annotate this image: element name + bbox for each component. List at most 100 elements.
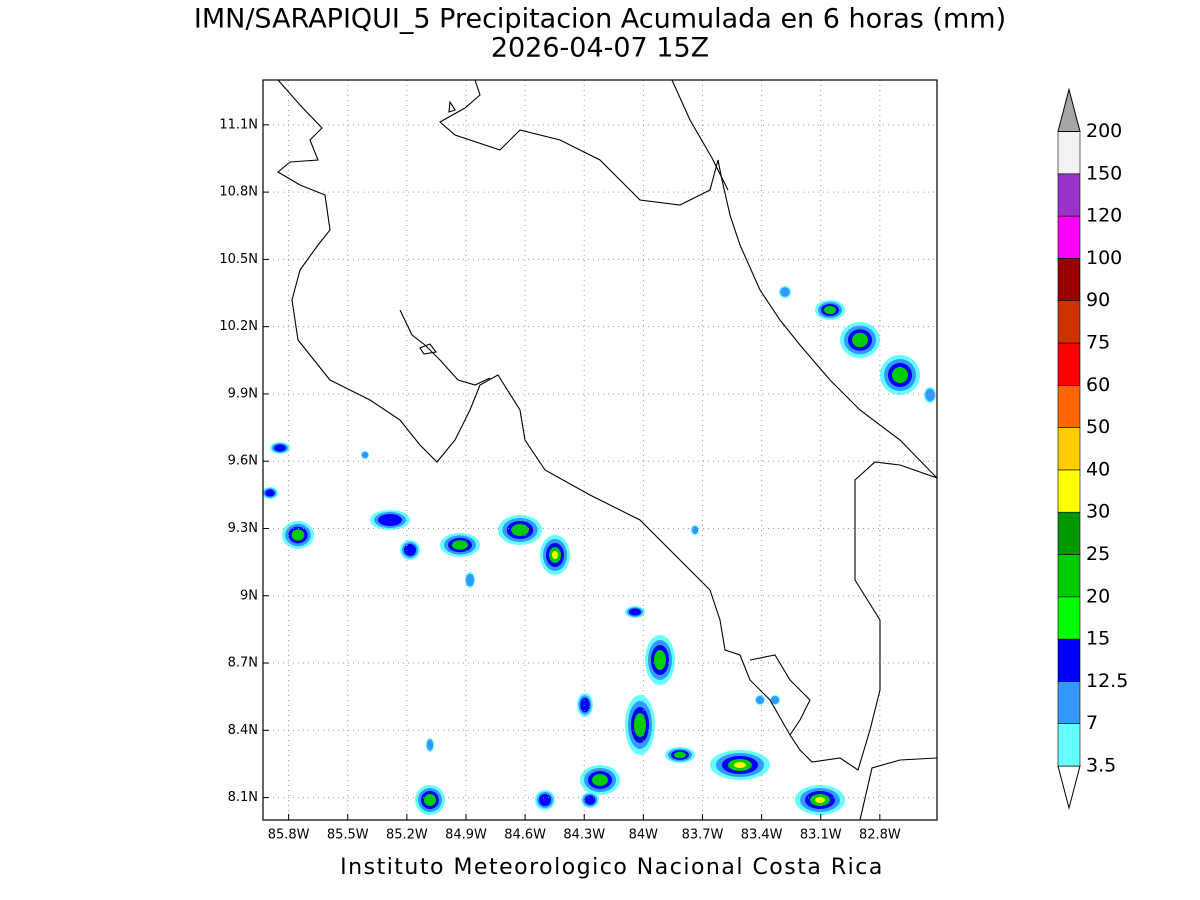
rain-area bbox=[734, 762, 746, 768]
colorbar-label: 120 bbox=[1086, 205, 1122, 227]
colorbar-label: 12.5 bbox=[1086, 670, 1128, 692]
colorbar-label: 3.5 bbox=[1086, 755, 1116, 777]
y-tick-label: 11.1N bbox=[219, 117, 258, 132]
x-tick-label: 84.9W bbox=[445, 828, 487, 843]
rain-area bbox=[634, 713, 646, 737]
rain-area bbox=[511, 524, 529, 536]
footer: Instituto Meteorologico Nacional Costa R… bbox=[340, 855, 884, 880]
colorbar-label: 75 bbox=[1086, 332, 1110, 354]
rain-area bbox=[771, 696, 779, 704]
colorbar-segment bbox=[1057, 554, 1081, 598]
colorbar-segment bbox=[1057, 258, 1081, 301]
rain-area bbox=[265, 489, 275, 497]
rain-area bbox=[756, 696, 764, 704]
rain-area bbox=[452, 540, 468, 550]
panama-coast bbox=[859, 757, 937, 820]
coastlines bbox=[277, 80, 937, 820]
y-tick-label: 10.5N bbox=[219, 252, 258, 267]
rain-area bbox=[691, 526, 699, 534]
rain-area bbox=[426, 739, 434, 751]
x-tick-label: 84.6W bbox=[504, 828, 546, 843]
title: IMN/SARAPIQUI_5 Precipitacion Acumulada … bbox=[194, 4, 1006, 35]
map-frame bbox=[262, 79, 938, 821]
y-tick-label: 8.1N bbox=[228, 790, 258, 805]
rain-area bbox=[780, 287, 790, 297]
subtitle: 2026-04-07 15Z bbox=[491, 33, 709, 64]
x-tick-label: 84.3W bbox=[563, 828, 605, 843]
colorbar-segment bbox=[1057, 300, 1081, 344]
colorbar-low-arrow bbox=[1057, 765, 1081, 810]
x-tick-label: 85.5W bbox=[327, 828, 369, 843]
rain-area bbox=[378, 514, 402, 526]
colorbar-high-arrow bbox=[1057, 87, 1081, 132]
x-tick-label: 84W bbox=[629, 828, 659, 843]
colorbar-segment bbox=[1057, 469, 1081, 513]
nicoya-gulf bbox=[399, 309, 491, 386]
y-tick-label: 10.8N bbox=[219, 185, 258, 200]
lake-island bbox=[448, 100, 456, 113]
rain-area bbox=[274, 444, 286, 452]
x-tick-label: 85.8W bbox=[268, 828, 310, 843]
colorbar-segment bbox=[1057, 384, 1081, 428]
rain-area bbox=[674, 751, 686, 759]
colorbar-segment bbox=[1057, 596, 1081, 640]
rain-area bbox=[654, 650, 666, 670]
colorbar-label: 150 bbox=[1086, 162, 1122, 184]
colorbar-label: 7 bbox=[1086, 712, 1098, 734]
y-tick-label: 8.4N bbox=[228, 723, 258, 738]
colorbar-label: 20 bbox=[1086, 585, 1110, 607]
osa-peninsula bbox=[749, 654, 811, 736]
x-tick-label: 82.8W bbox=[859, 828, 901, 843]
rain-area bbox=[925, 388, 935, 402]
rain-area bbox=[404, 544, 416, 556]
grid bbox=[263, 80, 937, 820]
y-tick-label: 9.6N bbox=[228, 454, 258, 469]
colorbar-segment bbox=[1057, 215, 1081, 259]
x-tick-label: 83.4W bbox=[741, 828, 783, 843]
colorbar-segment bbox=[1057, 173, 1081, 217]
precipitation-field bbox=[263, 286, 936, 815]
rain-area bbox=[580, 697, 590, 713]
colorbar-segment bbox=[1057, 131, 1081, 175]
pacific-coast bbox=[277, 80, 937, 771]
river-border bbox=[671, 80, 729, 191]
colorbar-label: 90 bbox=[1086, 289, 1110, 311]
rain-area bbox=[291, 529, 305, 541]
rain-area bbox=[424, 794, 436, 806]
colorbar-segment bbox=[1057, 342, 1081, 386]
axis-ticks: 85.8W 85.5W 85.2W 84.9W 84.6W 84.3W 84W 83.7W 83… bbox=[219, 117, 901, 842]
colorbar-segment bbox=[1057, 723, 1081, 767]
colorbar-label: 200 bbox=[1086, 120, 1122, 142]
colorbar-segment bbox=[1057, 511, 1081, 555]
colorbar-label: 40 bbox=[1086, 458, 1110, 480]
colorbar-segment bbox=[1057, 427, 1081, 471]
rain-area bbox=[892, 367, 908, 383]
y-tick-label: 9N bbox=[240, 588, 258, 603]
rain-area bbox=[592, 774, 608, 786]
colorbar-label: 100 bbox=[1086, 247, 1122, 269]
rain-area bbox=[361, 451, 369, 459]
y-tick-label: 8.7N bbox=[228, 656, 258, 671]
rain-area bbox=[852, 332, 868, 348]
rain-area bbox=[584, 795, 596, 805]
colorbar-label: 60 bbox=[1086, 374, 1110, 396]
rain-area bbox=[824, 306, 836, 314]
x-tick-label: 85.2W bbox=[386, 828, 428, 843]
colorbar: 3.5 7 12.5 15 20 25 30 40 50 60 75 90 100 120 150 200 bbox=[1057, 87, 1128, 810]
colorbar-label: 50 bbox=[1086, 416, 1110, 438]
colorbar-label: 15 bbox=[1086, 628, 1110, 650]
rain-area bbox=[552, 551, 558, 559]
rain-area bbox=[539, 794, 551, 806]
y-tick-label: 9.3N bbox=[228, 521, 258, 536]
island bbox=[419, 343, 437, 355]
colorbar-label: 30 bbox=[1086, 501, 1110, 523]
y-tick-label: 9.9N bbox=[228, 386, 258, 401]
colorbar-label: 25 bbox=[1086, 543, 1110, 565]
rain-area bbox=[629, 608, 641, 616]
rain-area bbox=[815, 797, 825, 803]
x-tick-label: 83.7W bbox=[682, 828, 724, 843]
x-tick-label: 83.1W bbox=[800, 828, 842, 843]
y-tick-label: 10.2N bbox=[219, 319, 258, 334]
caribbean-coast bbox=[439, 80, 937, 479]
